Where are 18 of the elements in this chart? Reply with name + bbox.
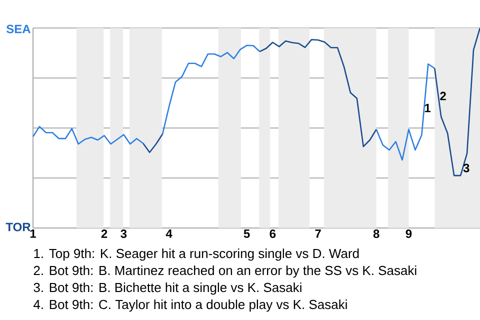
annotation: 2 [440, 92, 446, 100]
x-tick-label: 7 [315, 230, 321, 238]
x-tick-label: 5 [244, 230, 250, 238]
x-tick-label: 1 [30, 230, 36, 238]
x-tick-label: 2 [101, 230, 108, 238]
text: 4. Bot 9th: C. Taylor hit into a double play vs K. Sasaki [34, 300, 347, 312]
text: 1. Top 9th: K. Seager hit a run-scoring single vs D. Ward [34, 248, 359, 261]
x-tick-label: 3 [120, 230, 127, 238]
x-tick-label: 6 [270, 230, 276, 238]
text: 2. Bot 9th: B. Martinez reached on an error by the SS vs K. Sasaki [34, 266, 416, 278]
text: SEA [6, 24, 30, 34]
annotation: 3 [463, 164, 470, 172]
x-tick-label: 4 [166, 230, 172, 238]
x-tick-label: 8 [373, 230, 380, 238]
x-tick-label: 9 [406, 230, 412, 238]
text: TOR [6, 222, 31, 232]
annotation: 1 [424, 104, 431, 112]
text: 3. Bot 9th: B. Bichette hit a single vs K. Sasaki [34, 282, 302, 295]
